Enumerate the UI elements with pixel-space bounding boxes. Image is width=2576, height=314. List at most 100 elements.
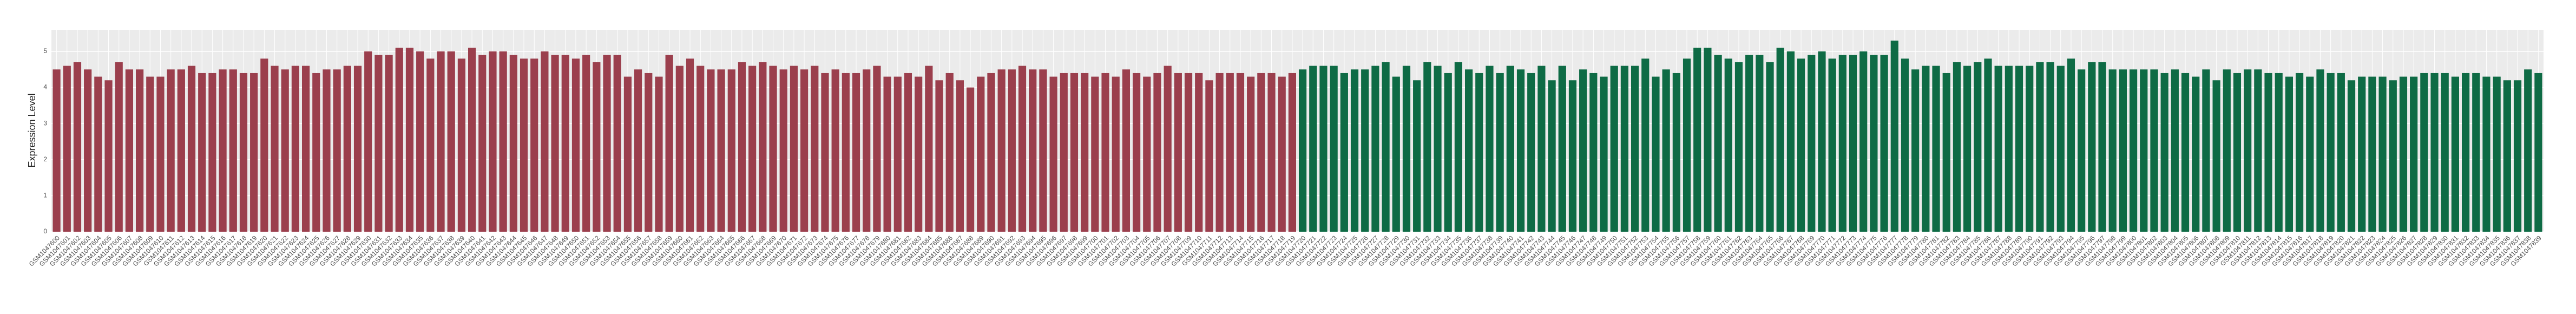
- bar: [1756, 55, 1764, 232]
- bar: [551, 55, 559, 232]
- bar: [2026, 66, 2034, 232]
- bar: [1008, 69, 1016, 232]
- bar: [1652, 76, 1660, 232]
- bar: [1247, 76, 1255, 232]
- bar: [1101, 73, 1109, 232]
- bar: [219, 69, 227, 232]
- bar: [1091, 76, 1099, 232]
- bar: [1818, 51, 1826, 232]
- bar: [1205, 80, 1213, 232]
- bar: [2264, 73, 2272, 232]
- bar: [167, 69, 175, 232]
- bar: [94, 76, 102, 232]
- bar: [1994, 66, 2002, 232]
- bar: [977, 76, 985, 232]
- bar: [707, 69, 715, 232]
- y-axis-label: Expression Level: [27, 93, 37, 167]
- bar: [1786, 51, 1795, 232]
- bar: [187, 66, 196, 232]
- y-tick-label: 2: [43, 155, 47, 163]
- bar: [1496, 73, 1504, 232]
- bar: [2524, 69, 2532, 232]
- bar: [1486, 66, 1494, 232]
- bar: [260, 58, 268, 232]
- bar: [1402, 66, 1411, 232]
- bar: [1174, 73, 1182, 232]
- bar: [582, 55, 590, 232]
- bar: [1039, 69, 1047, 232]
- bar: [821, 73, 829, 232]
- bar: [1434, 66, 1442, 232]
- bar: [2306, 76, 2314, 232]
- bar: [1600, 76, 1608, 232]
- bar: [987, 73, 995, 232]
- bar: [2036, 62, 2044, 232]
- bar: [2337, 73, 2345, 232]
- bar: [2202, 69, 2210, 232]
- bar: [2534, 73, 2542, 232]
- bar: [2233, 73, 2242, 232]
- bar: [2316, 69, 2324, 232]
- bar: [509, 55, 517, 232]
- bar: [364, 51, 372, 232]
- bar: [1444, 73, 1452, 232]
- bar: [447, 51, 455, 232]
- bar: [1195, 73, 1203, 232]
- bar: [2430, 73, 2439, 232]
- bar: [1257, 73, 1265, 232]
- bar: [1164, 66, 1172, 232]
- bar: [665, 55, 673, 232]
- bar: [2192, 76, 2200, 232]
- bar: [1527, 73, 1535, 232]
- bar: [1808, 55, 1816, 232]
- bar: [2005, 66, 2013, 232]
- bar: [1267, 73, 1276, 232]
- bar: [125, 69, 134, 232]
- bar: [1849, 55, 1857, 232]
- bar: [935, 80, 943, 232]
- bar: [696, 66, 705, 232]
- bar: [790, 66, 798, 232]
- bar: [1382, 62, 1390, 232]
- bar: [1319, 66, 1328, 232]
- bar: [686, 58, 694, 232]
- bar: [281, 69, 289, 232]
- bar: [2108, 69, 2117, 232]
- bar: [863, 69, 871, 232]
- bar: [1361, 69, 1369, 232]
- bar: [956, 80, 964, 232]
- bar: [2015, 66, 2023, 232]
- bar: [1226, 73, 1234, 232]
- bar: [1548, 80, 1556, 232]
- bar: [1278, 76, 1286, 232]
- bar: [2129, 69, 2138, 232]
- bar: [1143, 76, 1151, 232]
- bar: [1641, 58, 1650, 232]
- bar: [779, 69, 787, 232]
- bar: [2150, 69, 2158, 232]
- bar: [571, 58, 580, 232]
- bar: [2399, 76, 2408, 232]
- bar: [1049, 76, 1057, 232]
- bar: [800, 69, 809, 232]
- bar: [1153, 73, 1161, 232]
- bar: [2181, 73, 2190, 232]
- bar: [2223, 69, 2231, 232]
- bar: [2410, 76, 2418, 232]
- bar: [1714, 55, 1722, 232]
- bar: [2078, 69, 2086, 232]
- bar: [1724, 58, 1732, 232]
- bar: [2358, 76, 2366, 232]
- bar: [603, 55, 611, 232]
- y-tick-label: 4: [43, 83, 47, 91]
- bar: [1298, 69, 1307, 232]
- bar: [1704, 48, 1712, 232]
- bar: [1974, 62, 1982, 232]
- bar: [312, 73, 320, 232]
- bar: [852, 73, 860, 232]
- bar: [1029, 69, 1037, 232]
- bar: [2378, 76, 2387, 232]
- bar: [593, 62, 601, 232]
- bar: [1984, 58, 1992, 232]
